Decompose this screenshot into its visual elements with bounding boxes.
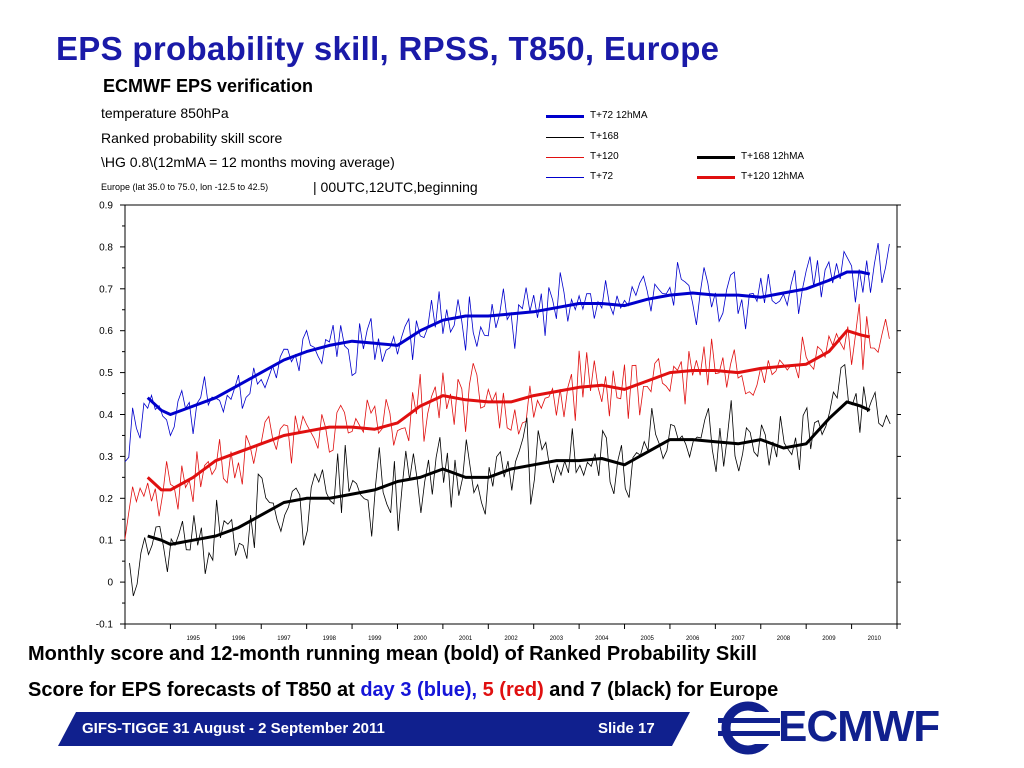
caption-line-1: Monthly score and 12-month running mean … <box>28 643 757 665</box>
x-tick-label: 2004 <box>595 636 609 640</box>
y-tick-label: 0.7 <box>99 284 113 295</box>
legend-swatch-t72 <box>546 177 584 178</box>
x-tick-label: 2008 <box>777 636 791 640</box>
x-tick-label: 2007 <box>731 636 745 640</box>
ecmwf-logo-text: ECMWF <box>778 702 940 751</box>
chart-header-runs: | 00UTC,12UTC,beginning <box>313 179 478 195</box>
chart-header-parameter: temperature 850hPa <box>101 105 229 121</box>
ecmwf-logo: ECMWF <box>718 698 988 758</box>
x-tick-label: 1999 <box>368 636 382 640</box>
y-tick-label: 0.3 <box>99 452 113 463</box>
legend-swatch-t120-ma <box>697 176 735 179</box>
x-tick-label: 1997 <box>277 636 291 640</box>
x-tick-label: 2006 <box>686 636 700 640</box>
x-tick-label: 1995 <box>186 636 200 640</box>
x-tick-label: 1996 <box>232 636 246 640</box>
caption-day3-blue: day 3 (blue), <box>360 679 478 701</box>
footer-bar <box>58 712 690 746</box>
x-tick-label: 2005 <box>641 636 655 640</box>
slide-title: EPS probability skill, RPSS, T850, Europ… <box>56 30 720 67</box>
caption-day5-red: 5 (red) <box>482 679 544 701</box>
x-tick-label: 1998 <box>323 636 337 640</box>
x-tick-label: 2009 <box>822 636 836 640</box>
series-line-monthly <box>129 363 891 597</box>
legend-label-t72: T+72 <box>590 171 614 182</box>
chart-header-note: \HG 0.8\(12mMA = 12 months moving averag… <box>101 154 395 170</box>
plot-frame <box>124 204 898 625</box>
x-tick-label: 2003 <box>550 636 564 640</box>
footer-slide-number: Slide 17 <box>598 720 655 737</box>
series-line-ma <box>146 329 871 492</box>
legend-label-t168: T+168 <box>590 131 619 142</box>
legend-swatch-t168-ma <box>697 156 735 159</box>
x-tick-label: 2000 <box>413 636 427 640</box>
y-tick-label: 0.5 <box>99 368 113 379</box>
chart-header-title: ECMWF EPS verification <box>103 76 314 96</box>
x-tick-label: 2010 <box>868 636 882 640</box>
legend-label-t120: T+120 <box>590 151 619 162</box>
footer-event: GIFS-TIGGE 31 August - 2 September 2011 <box>82 720 385 737</box>
rpss-chart: 0.9 0.8 0.7 0.6 0.5 0.4 0.3 0.2 0.1 0 -0.1 1995 1996… <box>96 201 901 640</box>
series-line-ma <box>146 270 871 416</box>
y-tick-label: 0.2 <box>99 494 113 505</box>
x-tick-label: 2002 <box>504 636 518 640</box>
y-tick-label: 0 <box>107 578 113 589</box>
caption-line-2-end: and 7 (black) for Europe <box>543 679 779 701</box>
legend-label-t120-ma: T+120 12hMA <box>741 171 805 182</box>
series-line-monthly <box>124 243 890 462</box>
y-tick-label: 0.9 <box>99 201 113 212</box>
legend-swatch-t120 <box>546 157 584 158</box>
caption-line-2: Score for EPS forecasts of T850 at day 3… <box>28 679 778 702</box>
y-tick-label: -0.1 <box>96 620 114 631</box>
legend-label-t168-ma: T+168 12hMA <box>741 151 805 162</box>
caption-line-2-start: Score for EPS forecasts of T850 at <box>28 679 361 701</box>
y-tick-label: 0.8 <box>99 242 113 253</box>
y-tick-label: 0.6 <box>99 326 113 337</box>
y-tick-label: 0.1 <box>99 536 113 547</box>
chart-header-score: Ranked probability skill score <box>101 130 283 146</box>
y-tick-label: 0.4 <box>99 410 113 421</box>
legend-swatch-t72-ma <box>546 115 584 118</box>
legend-swatch-t168 <box>546 137 584 138</box>
series-line-ma <box>147 400 871 546</box>
series-line-monthly <box>124 303 890 540</box>
chart-header-region: Europe (lat 35.0 to 75.0, lon -12.5 to 4… <box>101 182 269 192</box>
x-tick-label: 2001 <box>459 636 473 640</box>
ecmwf-logo-icon <box>718 701 780 755</box>
legend-label-t72-ma: T+72 12hMA <box>590 110 648 121</box>
